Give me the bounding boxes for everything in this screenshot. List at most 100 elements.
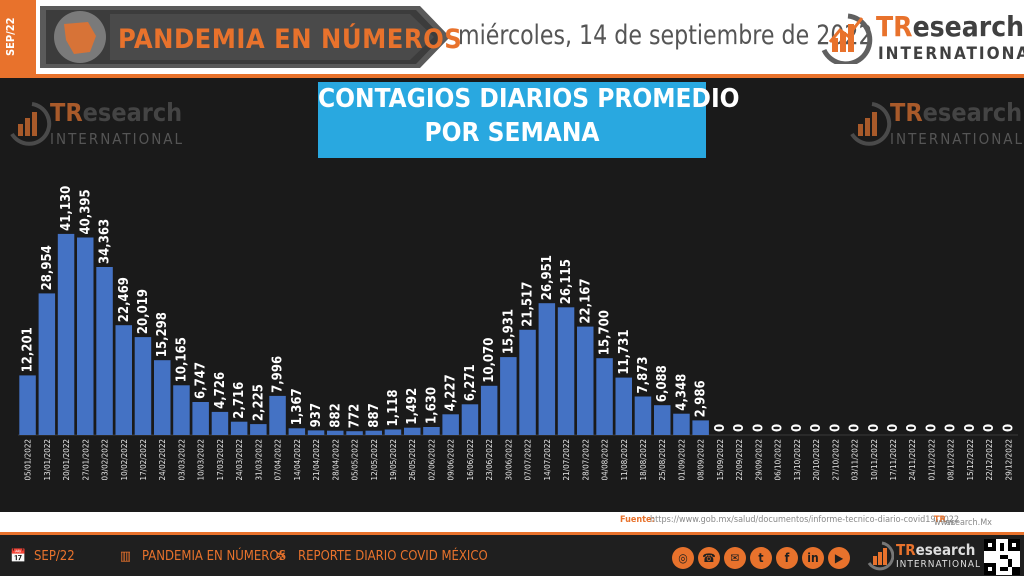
calendar-icon: 📅 [10,549,27,564]
linkedin-icon[interactable]: in [802,547,824,569]
x-tick-label: 15/09/2022 [716,439,725,480]
data-label: 2,986 [694,380,709,417]
x-tick-label: 29/09/2022 [754,439,763,480]
logo-subtext: INTERNATIONAL [878,44,1024,64]
x-tick-label: 10/02/2022 [120,439,129,480]
chart-bar [96,267,113,435]
chart-bar [461,404,479,435]
chart-bar [480,385,498,435]
data-label: 0 [944,424,959,432]
x-tick-label: 13/10/2022 [793,439,802,480]
chart-bar [250,424,267,435]
data-label: 2,716 [232,382,247,419]
globe-icon[interactable]: ◎ [672,547,694,569]
chart-bar [211,411,229,435]
x-tick-label: 07/04/2022 [274,439,283,480]
chart-bar [500,357,517,435]
qr-code[interactable] [984,539,1020,575]
data-label: 21,517 [521,282,536,327]
data-label: 26,951 [540,255,555,300]
data-label: 15,700 [598,310,613,355]
x-tick-label: 21/04/2022 [312,439,321,480]
data-label: 6,271 [463,364,478,401]
youtube-icon[interactable]: ▶ [828,547,850,569]
chart-bar [230,421,248,435]
watermark-chart-icon [850,102,892,146]
chart-bar [19,375,36,435]
data-label: 0 [790,424,805,432]
chart-bar [557,307,575,435]
chart-bar [519,329,536,435]
qr-pattern [984,539,1020,575]
source-label: Fuente: [620,515,655,525]
x-tick-label: 01/12/2022 [928,439,937,480]
x-tick-label: 10/03/2022 [197,439,206,480]
x-tick-label: 28/04/2022 [331,439,340,480]
data-label: 1,118 [386,390,401,427]
x-tick-label: 17/03/2022 [216,439,225,480]
chart-title-box: CONTAGIOS DIARIOS PROMEDIO POR SEMANA [318,82,740,158]
x-tick-label: 02/06/2022 [428,439,437,480]
footer-logo-icon [867,541,895,571]
chart-bar [173,385,190,435]
chart-bar [269,395,286,435]
x-tick-label: 23/06/2022 [485,439,494,480]
data-label: 882 [328,403,343,427]
chart-bar [154,360,171,435]
chart-bar [634,396,652,435]
x-tick-label: 03/11/2022 [851,439,860,480]
x-tick-label: 25/08/2022 [658,439,667,480]
facebook-icon[interactable]: f [776,547,798,569]
data-label: 0 [771,424,786,432]
data-label: 1,367 [290,388,305,425]
data-label: 28,954 [40,245,55,290]
chart-bar [327,430,344,435]
chart-bar [384,429,402,435]
report-date: miércoles, 14 de septiembre de 2022 [458,20,873,51]
chart-bar [346,431,363,435]
top-header: SEP/22 PANDEMIA EN NÚMEROS miércoles, 14… [0,0,1024,74]
twitter-icon[interactable]: t [750,547,772,569]
data-label: 15,931 [501,309,516,354]
watermark-logo-right: TResearch INTERNATIONAL [848,98,1022,158]
chart-bar [404,427,421,435]
data-label: 0 [828,424,843,432]
data-label: 4,348 [675,374,690,411]
x-tick-label: 27/01/2022 [81,439,90,480]
x-tick-label: 12/05/2022 [370,439,379,480]
virus-icon: ✲ [276,549,286,564]
chart-bar [442,414,459,435]
x-tick-label: 03/02/2022 [101,439,110,480]
email-icon[interactable]: ✉ [724,547,746,569]
x-tick-label: 06/10/2022 [774,439,783,480]
x-tick-label: 20/10/2022 [812,439,821,480]
data-label: 10,165 [175,337,190,382]
chart-bar [577,326,594,435]
brand-logo: TResearch INTERNATIONAL [818,8,1024,68]
x-tick-label: 15/12/2022 [966,439,975,480]
x-tick-label: 05/05/2022 [351,439,360,480]
x-tick-label: 08/12/2022 [947,439,956,480]
data-label: 11,731 [617,329,632,374]
x-tick-label: 08/09/2022 [697,439,706,480]
data-label: 0 [848,424,863,432]
x-tick-label: 21/07/2022 [562,439,571,480]
source-url[interactable]: https://www.gob.mx/salud/documentos/info… [650,515,960,525]
data-label: 772 [348,404,363,428]
whatsapp-icon[interactable]: ☎ [698,547,720,569]
watermark-chart-icon [10,102,52,146]
banner-shape [40,6,450,68]
data-label: 22,469 [117,277,132,322]
x-tick-label: 22/12/2022 [985,439,994,480]
x-tick-label: 13/01/2022 [43,439,52,480]
x-tick-label: 30/06/2022 [504,439,513,480]
data-label: 6,088 [655,365,670,402]
x-tick-label: 10/11/2022 [870,439,879,480]
data-label: 887 [367,403,382,427]
x-tick-label: 16/06/2022 [466,439,475,480]
x-tick-label: 07/07/2022 [524,439,533,480]
site-link[interactable]: www. TR esearch.Mx [934,515,992,528]
bar-chart: 12,201 05/01/2022 28,954 13/01/2022 41,130 20… [18,186,1018,480]
x-tick-label: 18/08/2022 [639,439,648,480]
chart-bar [423,427,440,435]
